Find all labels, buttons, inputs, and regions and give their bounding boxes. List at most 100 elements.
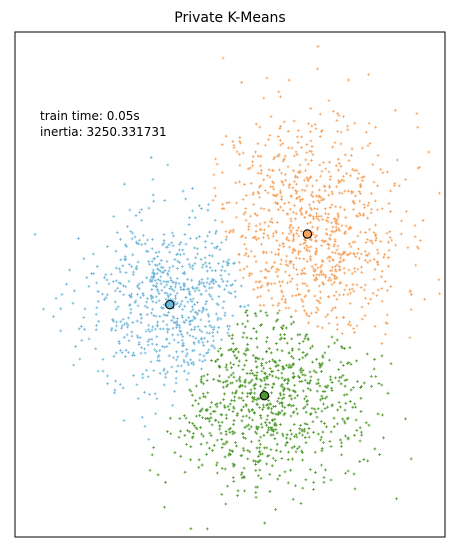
train-time-annotation: train time: 0.05s [40,109,140,123]
scatter-point [373,199,377,203]
scatter-point [247,410,251,414]
scatter-point [244,436,247,440]
scatter-point [286,212,290,216]
scatter-point [113,289,117,293]
scatter-point [79,325,83,328]
scatter-point [337,252,341,256]
scatter-point [150,288,154,291]
scatter-point [212,443,216,447]
scatter-point [321,361,324,365]
scatter-point [305,151,309,155]
scatter-point [219,317,223,321]
scatter-point [178,248,181,252]
scatter-point [305,260,309,263]
scatter-point [343,347,346,350]
scatter-point [303,272,307,275]
scatter-point [286,377,290,381]
scatter-point [236,322,239,326]
scatter-point [153,327,157,331]
scatter-point [356,267,360,271]
scatter-point [297,170,300,174]
scatter-point [359,213,362,217]
scatter-point [245,336,249,340]
scatter-point [203,358,207,362]
scatter-point [74,345,77,348]
scatter-point [287,239,291,242]
scatter-point [278,168,281,172]
scatter-point [117,341,121,345]
scatter-point [233,391,237,395]
scatter-point [152,284,155,287]
scatter-point [316,308,320,312]
scatter-point [225,284,229,288]
scatter-point [229,229,233,233]
scatter-point [337,368,341,372]
scatter-point [369,297,373,301]
scatter-point [167,341,171,345]
scatter-point [309,413,312,417]
scatter-point [65,282,68,286]
scatter-point [267,281,271,285]
scatter-point [184,242,188,246]
scatter-point [277,301,281,305]
scatter-point [315,389,319,393]
scatter-point [217,326,221,329]
scatter-point [230,399,234,402]
scatter-point [287,183,291,187]
centroid-marker-0 [302,229,313,239]
scatter-point [201,416,204,420]
scatter-point [266,383,270,387]
scatter-point [251,236,255,240]
scatter-point [216,379,220,382]
scatter-point [162,239,166,242]
scatter-point [294,189,298,192]
scatter-point [349,323,353,327]
scatter-point [156,289,160,293]
scatter-point [318,290,322,294]
scatter-point [347,159,351,162]
scatter-point [41,307,45,311]
scatter-point [315,306,319,310]
scatter-point [191,287,195,291]
scatter-point [340,191,344,195]
scatter-point [331,192,334,196]
scatter-point [230,337,234,341]
scatter-point [253,254,257,258]
scatter-point [158,269,162,273]
centroid-marker-2 [259,390,270,401]
scatter-point [54,296,58,300]
scatter-point [282,120,286,124]
scatter-point [326,295,330,299]
scatter-point [112,214,116,218]
scatter-point [175,267,179,270]
scatter-point [374,234,377,238]
scatter-point [243,253,247,257]
scatter-point [235,379,239,383]
scatter-point [382,436,385,440]
scatter-point [166,280,170,284]
scatter-point [309,193,313,197]
scatter-point [389,189,393,193]
scatter-point [256,474,260,478]
scatter-point [306,289,310,293]
scatter-point [289,217,293,221]
scatter-point [220,338,223,342]
scatter-point [315,212,318,216]
scatter-point [301,369,305,372]
scatter-point [227,290,231,294]
scatter-point [291,251,295,255]
scatter-point [212,325,216,329]
scatter-point [279,143,283,147]
scatter-point [188,319,191,323]
scatter-point [329,430,333,434]
scatter-point [82,257,86,261]
scatter-point [255,214,259,218]
scatter-point [284,259,288,263]
scatter-point [190,318,194,322]
scatter-point [191,187,194,190]
scatter-point [206,277,210,281]
scatter-point [328,206,332,209]
scatter-point [278,243,282,247]
